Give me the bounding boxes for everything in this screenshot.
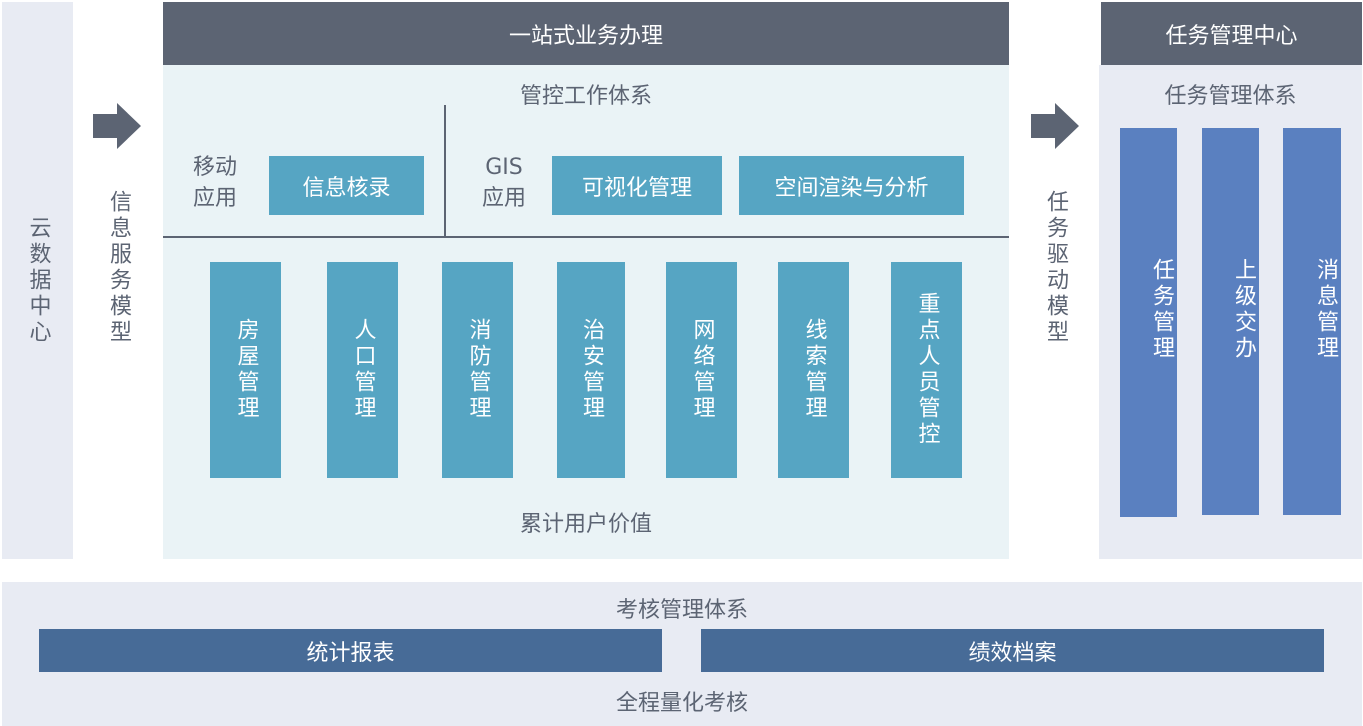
divider-horizontal	[163, 236, 1009, 238]
performance-archive-bar[interactable]: 绩效档案	[701, 629, 1324, 672]
spatial-render-box[interactable]: 空间渲染与分析	[739, 156, 964, 215]
mobile-app-label: 移动应用	[192, 155, 237, 211]
task-management-bar[interactable]: 任务管理	[1120, 128, 1177, 517]
visual-management-box[interactable]: 可视化管理	[552, 156, 722, 215]
column-security[interactable]: 治安管理	[557, 262, 625, 478]
column-population[interactable]: 人口管理	[327, 262, 398, 478]
column-fire[interactable]: 消防管理	[442, 262, 513, 478]
task-driven-model: 任务驱动模型	[1043, 189, 1068, 346]
assessment-system-label: 考核管理体系	[615, 598, 748, 623]
gis-app-label: GIS应用	[481, 155, 526, 211]
divider-vertical	[444, 105, 446, 238]
task-center-header: 任务管理中心	[1101, 2, 1362, 65]
arrow-right-icon	[93, 103, 141, 149]
column-housing[interactable]: 房屋管理	[210, 262, 281, 478]
superior-assign-bar[interactable]: 上级交办	[1202, 128, 1259, 515]
column-network[interactable]: 网络管理	[666, 262, 737, 478]
cloud-data-center: 云数据中心	[2, 2, 73, 559]
task-system-label: 任务管理体系	[1164, 84, 1297, 109]
arrow-right-icon	[1031, 103, 1079, 149]
info-verify-box[interactable]: 信息核录	[269, 156, 424, 215]
info-service-model: 信息服务模型	[106, 189, 131, 346]
column-clues[interactable]: 线索管理	[778, 262, 849, 478]
main-header: 一站式业务办理	[163, 2, 1009, 65]
message-management-bar[interactable]: 消息管理	[1283, 128, 1341, 515]
control-system-label: 管控工作体系	[519, 84, 652, 109]
full-process-assessment-label: 全程量化考核	[615, 691, 748, 716]
user-value-label: 累计用户价值	[519, 512, 652, 537]
statistics-report-bar[interactable]: 统计报表	[39, 629, 662, 672]
column-key-persons[interactable]: 重点人员管控	[891, 262, 962, 478]
